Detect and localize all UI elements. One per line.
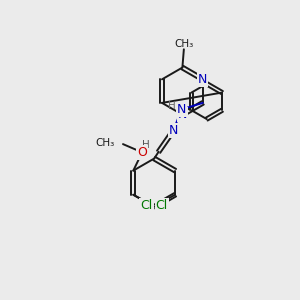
Text: CH₃: CH₃	[95, 138, 115, 148]
Text: Cl: Cl	[156, 200, 168, 212]
Text: N: N	[198, 73, 208, 86]
Text: O: O	[137, 146, 147, 159]
Text: H: H	[168, 101, 176, 111]
Text: N: N	[177, 103, 186, 116]
Text: N: N	[169, 124, 178, 137]
Text: Cl: Cl	[140, 200, 153, 212]
Text: CH₃: CH₃	[174, 39, 194, 49]
Text: H: H	[142, 140, 150, 150]
Text: N: N	[178, 108, 187, 121]
